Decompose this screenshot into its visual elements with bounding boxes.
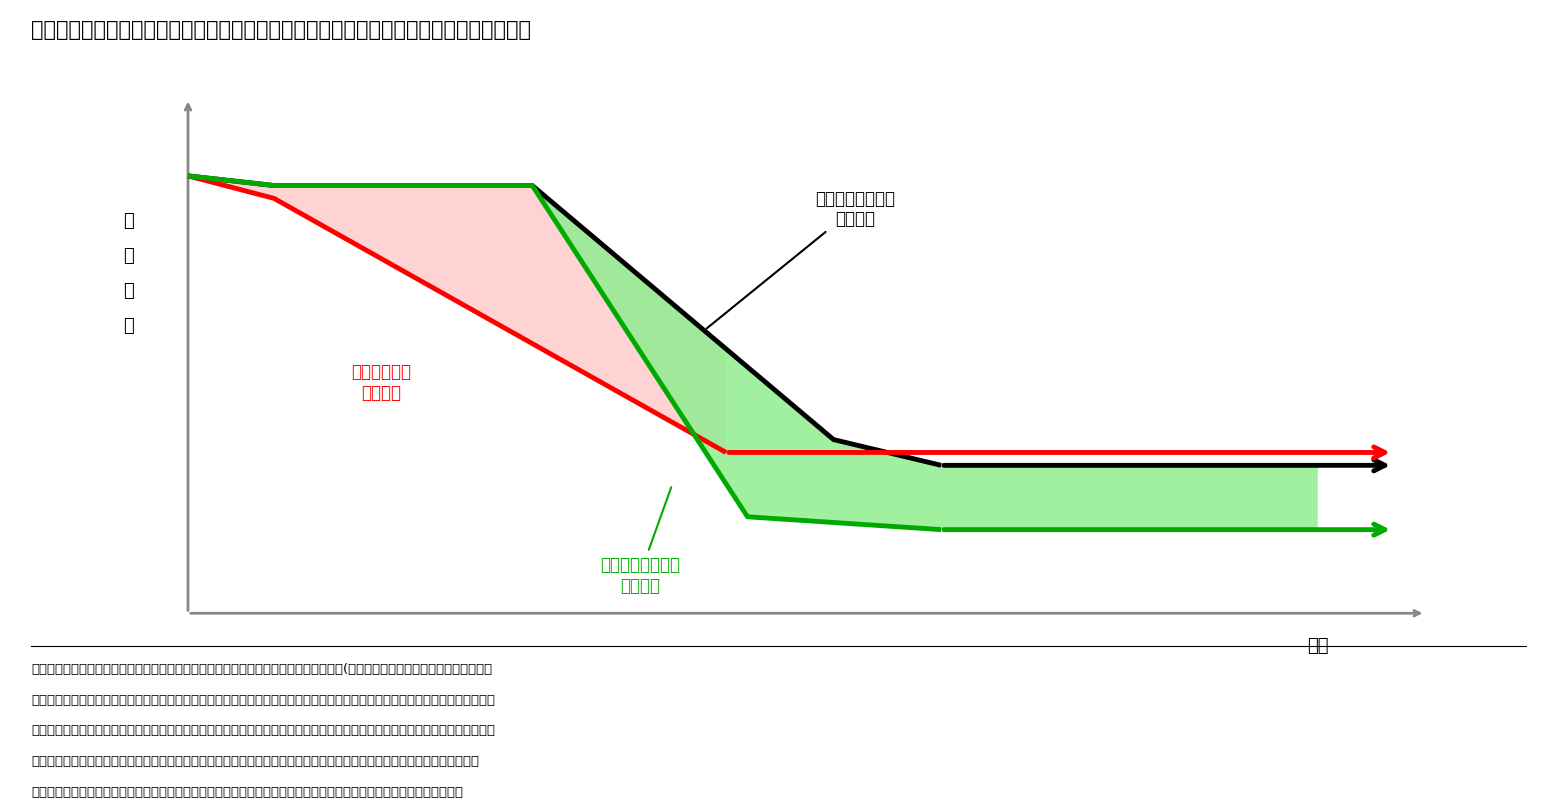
- Text: 未調整分の繰越が
ある制度: 未調整分の繰越が ある制度: [599, 487, 680, 594]
- Text: 常に完全調整
する制度: 常に完全調整 する制度: [352, 363, 411, 402]
- Text: が繰り越される状態が続き（水平部分）、その後に繰越分を消化しながら調整が進み（下がり方が大きい部分）、繰越分: が繰り越される状態が続き（水平部分）、その後に繰越分を消化しながら調整が進み（下…: [31, 693, 495, 706]
- Text: ンを示している。緑の塗り潰しは未調整分の繰越がない制度と比べて未調整分の繰越がある制度で給付費が抑制され: ンを示している。緑の塗り潰しは未調整分の繰越がない制度と比べて未調整分の繰越があ…: [31, 754, 480, 767]
- Text: る部分、赤の塗り潰しは未調整分の繰越がある制度と比べて常に完全調整する精度で給付費が抑制される部分。: る部分、赤の塗り潰しは未調整分の繰越がある制度と比べて常に完全調整する精度で給付…: [31, 785, 462, 797]
- Text: 給
付
水
準: 給 付 水 準: [123, 212, 134, 334]
- Text: の消化が済んだ後も調整が続き（下がり方が小さい部分）、調整の完了を迎える（再び水平になった部分）というパター: の消化が済んだ後も調整が続き（下がり方が小さい部分）、調整の完了を迎える（再び水…: [31, 724, 495, 736]
- Text: （注１）　図中の折れ線は給付水準の推移を意味する。例えば緑の線は、調整が行われ(はじめの右下がり部分）、その後に調整: （注１） 図中の折れ線は給付水準の推移を意味する。例えば緑の線は、調整が行われ(…: [31, 662, 492, 675]
- Text: 年度: 年度: [1306, 636, 1328, 654]
- Text: 未調整分の繰越が
ない制度: 未調整分の繰越が ない制度: [707, 190, 895, 329]
- Polygon shape: [206, 179, 726, 453]
- Polygon shape: [540, 193, 1317, 530]
- Text: 図表７　未調整分の繰越しや常時完全調整（フル適用）と給付水準の関係　（イメージ）: 図表７ 未調整分の繰越しや常時完全調整（フル適用）と給付水準の関係 （イメージ）: [31, 20, 531, 40]
